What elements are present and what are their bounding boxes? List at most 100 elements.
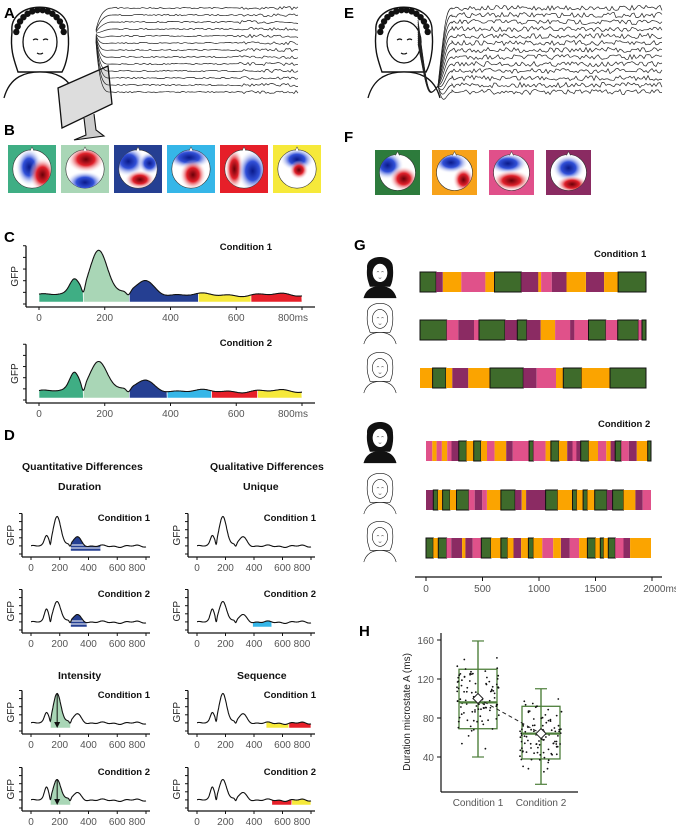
microstate-O [442,272,462,292]
x-tick-label: 0 [28,563,34,574]
x-tick-label: 200 [217,817,234,828]
microstate-P [436,272,443,292]
data-point [544,714,547,716]
y-tick-label: 40 [423,753,435,764]
y-axis-label: GFP [172,702,183,723]
electrode-icon [377,28,384,36]
microstate-O [437,490,443,510]
data-point [495,705,498,708]
data-point [555,714,558,717]
data-point [541,724,544,727]
data-point [492,690,495,692]
microstate-O [557,490,573,510]
x-tick-label: 400 [80,740,97,751]
data-point [493,697,496,699]
x-tick-label: 400 [246,563,263,574]
microstate-G [528,440,534,462]
person-with-eeg-cap-e [367,6,441,99]
microstate-K [468,490,475,510]
data-point [475,705,478,707]
microstate-P [606,490,613,510]
electrode-icon [34,6,41,14]
sequence-row-2 [419,319,647,341]
data-point [560,710,563,713]
microstate-G [562,367,583,389]
x-tick-label: 200 [217,639,234,650]
data-point [467,735,470,737]
data-point [531,702,534,705]
topomap-f-2 [432,150,477,195]
x-tick-label: 2000ms [643,584,676,595]
panel-label-g: G [354,237,366,254]
electrode-icon [16,18,24,25]
data-point [456,690,459,693]
g-condition-2-title: Condition 2 [598,419,650,430]
microstate-G [494,271,522,293]
microstate-O [446,368,453,388]
electrode-icon [408,8,415,15]
nose-icon [294,146,300,151]
data-point [530,758,533,761]
data-point [523,735,526,737]
microstate-O [630,538,651,558]
topomap-f-3 [489,150,534,195]
sequence-row-1 [419,271,647,293]
electrode-icon [24,10,31,17]
microstate-O [545,441,551,461]
eeg-traces-a [95,6,299,95]
microstate-K [642,490,651,510]
data-point [495,718,498,720]
data-point [460,706,462,708]
sequence-row-3 [420,367,647,389]
gfp-curve [197,692,312,725]
arrowhead-icon [54,799,61,805]
x-tick-label: 800 [294,639,311,650]
topographic-maps [8,145,591,195]
gfp-curve [197,778,312,802]
microstate-P [635,490,643,510]
nose-icon [29,146,35,151]
microstate-O [581,368,610,388]
electrode-icon [388,10,395,17]
data-point [522,750,524,753]
data-point [456,700,459,702]
x-tick-label: 400 [162,409,179,420]
data-point [532,718,535,720]
category-label: Condition 1 [453,798,504,809]
gfp-curve [31,692,147,725]
data-point [542,751,545,754]
x-tick-label: 600 [228,313,245,324]
topomap-b-6 [273,145,321,193]
electrode-icon [39,6,46,14]
microstate-P [426,490,434,510]
microstate-G [647,440,652,462]
data-point [527,739,529,742]
panel-label-b: B [4,122,15,139]
y-axis-label: GFP [6,702,17,723]
electrode-icon [56,18,64,25]
microstate-O [553,538,561,558]
chart-title: Condition 1 [264,690,317,701]
electrode-icon [378,23,385,30]
microstate-O [595,538,601,558]
x-tick-label: 400 [80,817,97,828]
x-tick-label: 400 [246,639,263,650]
gfp-chart-d-5: 0 200 400 600 800 GFP Condition 1 [6,690,151,751]
iqr-box [458,668,498,730]
microstate-P [452,368,469,388]
microstate-K [436,441,442,461]
data-point [480,708,482,711]
data-point [479,715,482,718]
data-point [543,770,545,773]
microstate-K [446,538,452,558]
nose-icon [452,150,457,156]
gfp-curve [197,600,312,624]
x-tick-label: 0 [28,817,34,828]
electrode-icon [380,18,388,25]
data-point [547,748,550,751]
microstate-G [458,440,467,462]
data-point [497,686,499,689]
microstate-G [527,537,534,559]
x-tick-label: 400 [246,817,263,828]
